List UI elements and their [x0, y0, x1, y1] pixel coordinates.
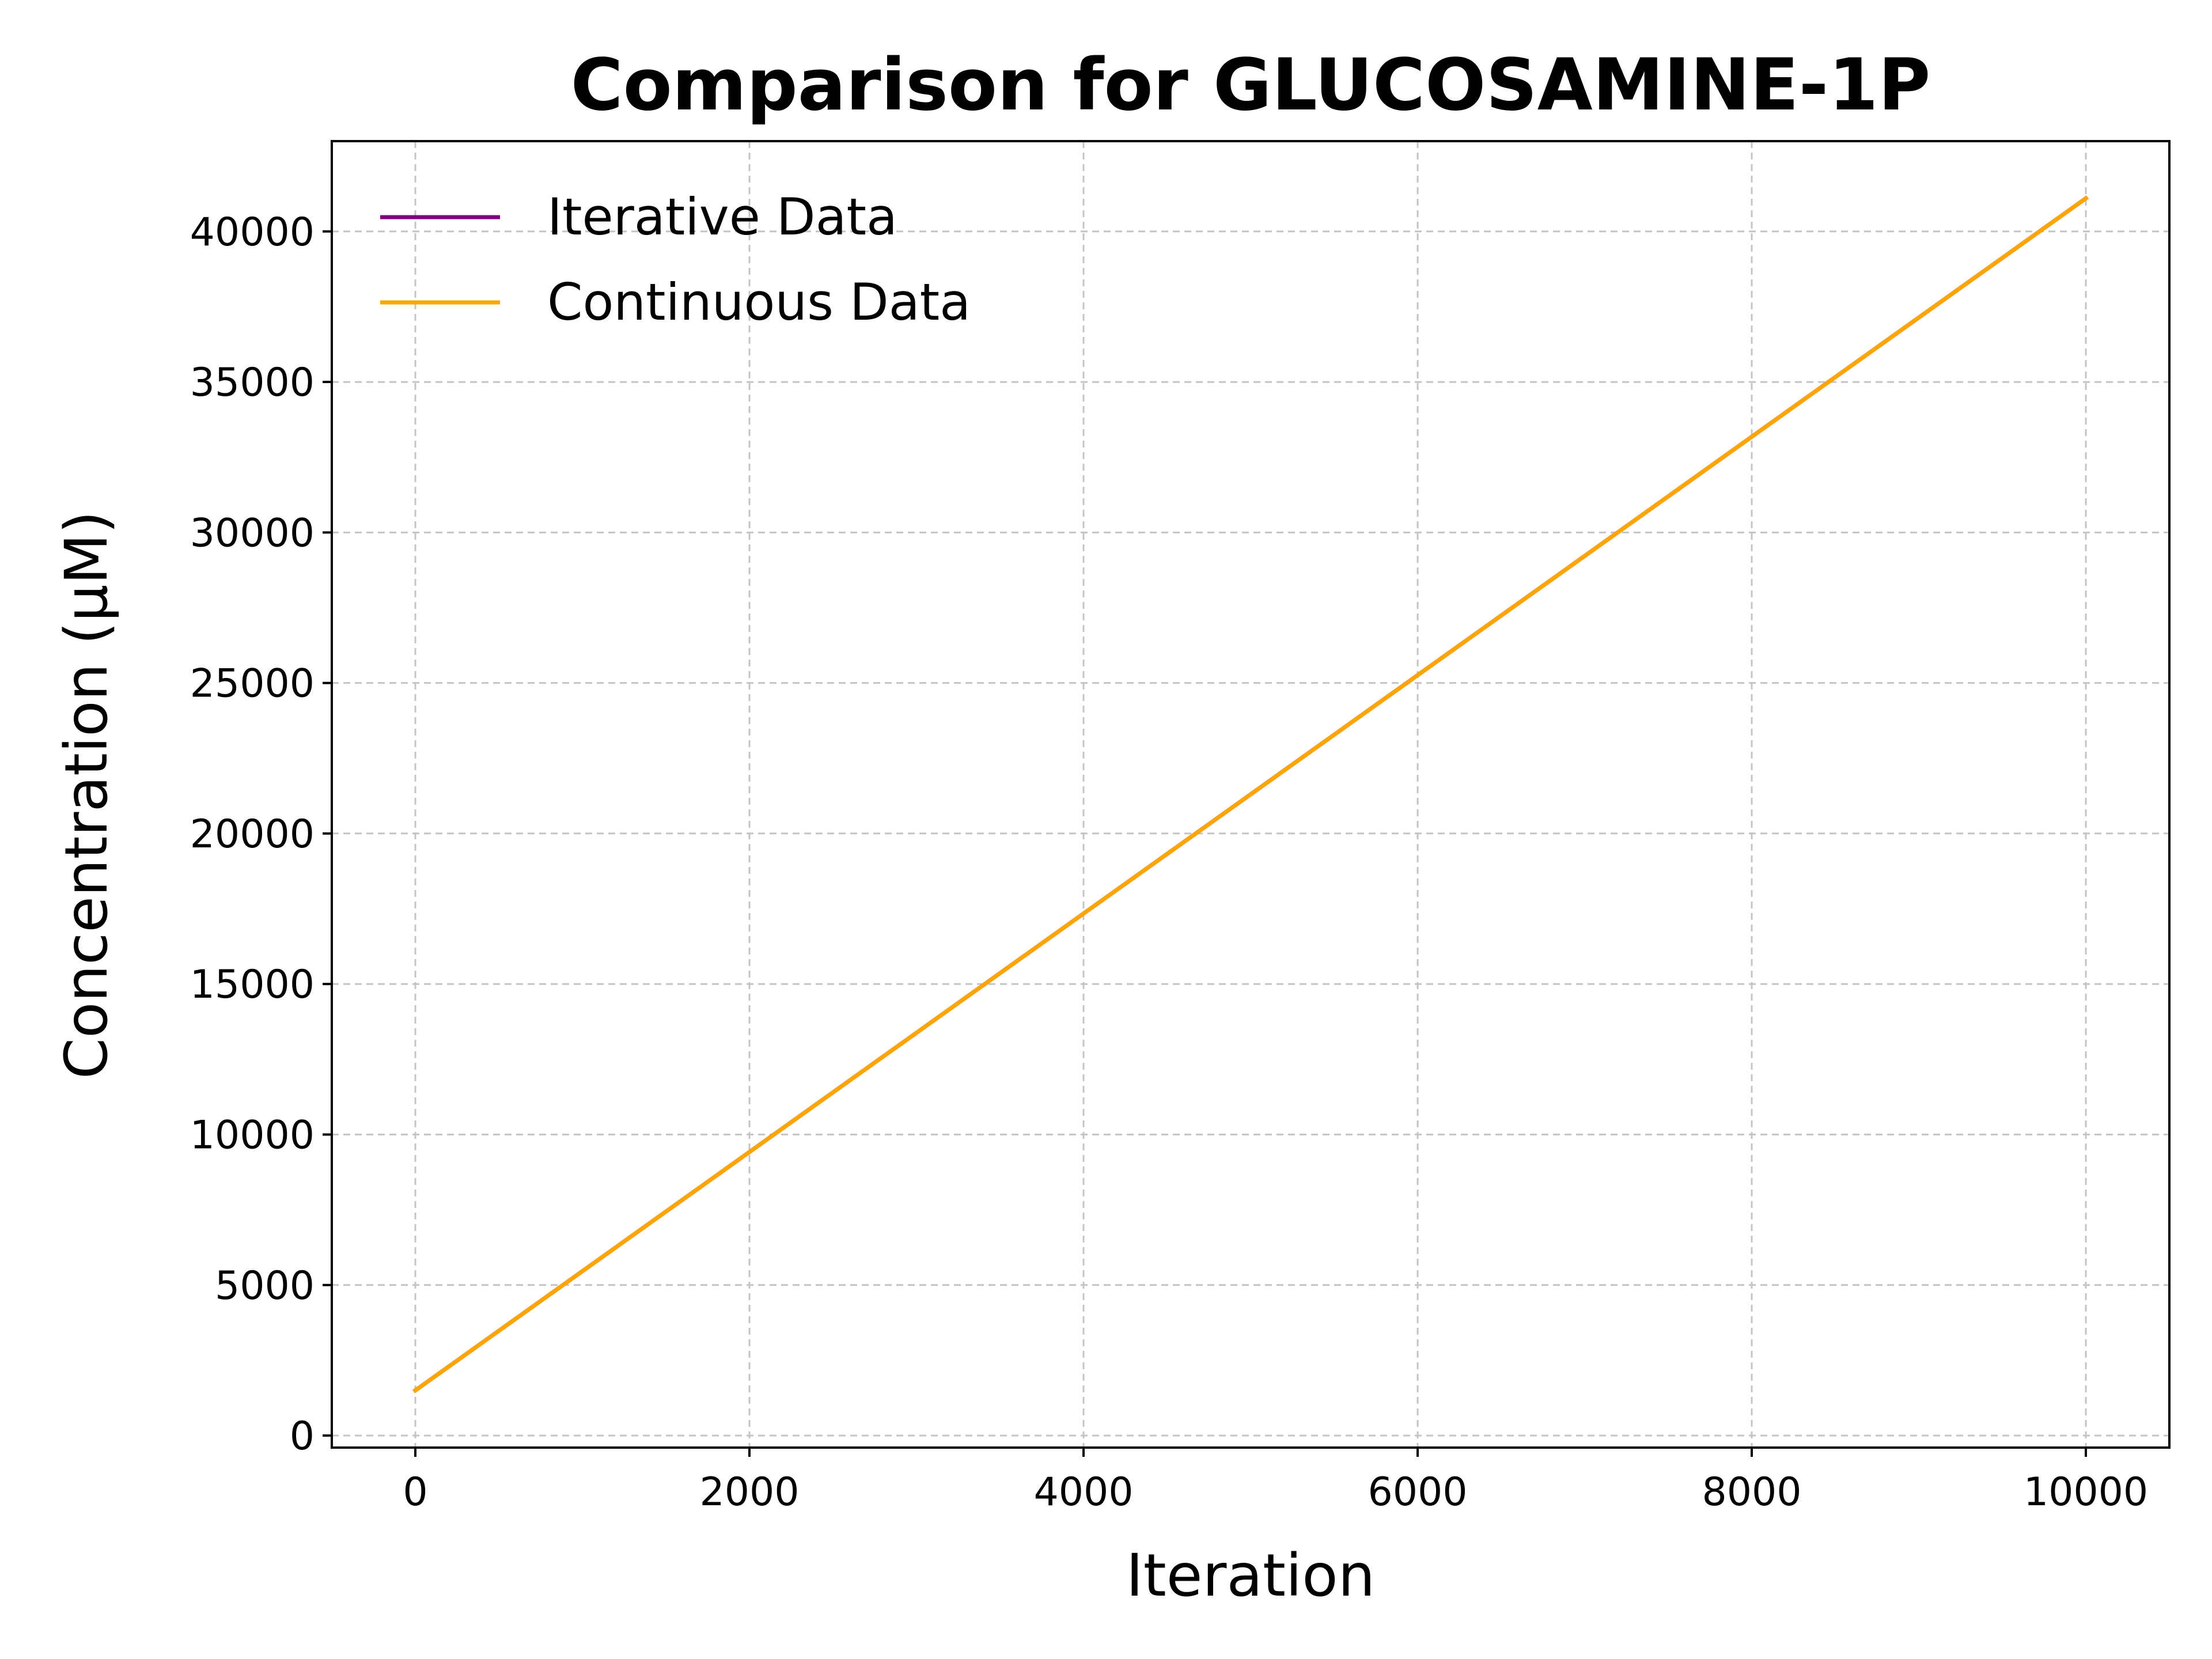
- y-tick-label: 35000: [190, 360, 315, 406]
- chart-title: Comparison for GLUCOSAMINE-1P: [571, 44, 1931, 127]
- plot-frame: [331, 140, 2171, 1449]
- legend-label: Iterative Data: [547, 187, 897, 247]
- x-tick-label: 8000: [1702, 1469, 1801, 1515]
- series-layer: [412, 195, 2089, 1393]
- x-tick-label: 10000: [2024, 1469, 2148, 1515]
- y-tick-label: 40000: [190, 210, 315, 255]
- y-tick-label: 15000: [190, 962, 315, 1007]
- x-tick-label: 2000: [699, 1469, 799, 1515]
- y-tick-label: 20000: [190, 812, 315, 857]
- legend-label: Continuous Data: [547, 272, 971, 332]
- y-tick-label: 25000: [190, 661, 315, 707]
- y-axis-ticks: 0 5000 10000 15000 20000 25000 30000 35000 40000: [190, 210, 332, 1459]
- y-tick-label: 10000: [190, 1113, 315, 1158]
- x-tick-label: 6000: [1368, 1469, 1467, 1515]
- grid: [332, 141, 2169, 1448]
- y-tick-label: 5000: [215, 1263, 315, 1309]
- series-line-2: [412, 195, 2089, 1393]
- x-axis-ticks: 0 2000 4000 6000 8000 10000: [403, 1448, 2148, 1515]
- legend: Iterative Data Continuous Data: [380, 187, 971, 332]
- x-tick-label: 0: [403, 1469, 427, 1515]
- y-tick-label: 30000: [190, 510, 315, 556]
- x-axis-label: Iteration: [1126, 1541, 1376, 1610]
- y-axis-label: Concentration (μM): [52, 511, 121, 1079]
- y-tick-label: 0: [290, 1414, 315, 1459]
- x-tick-label: 4000: [1033, 1469, 1133, 1515]
